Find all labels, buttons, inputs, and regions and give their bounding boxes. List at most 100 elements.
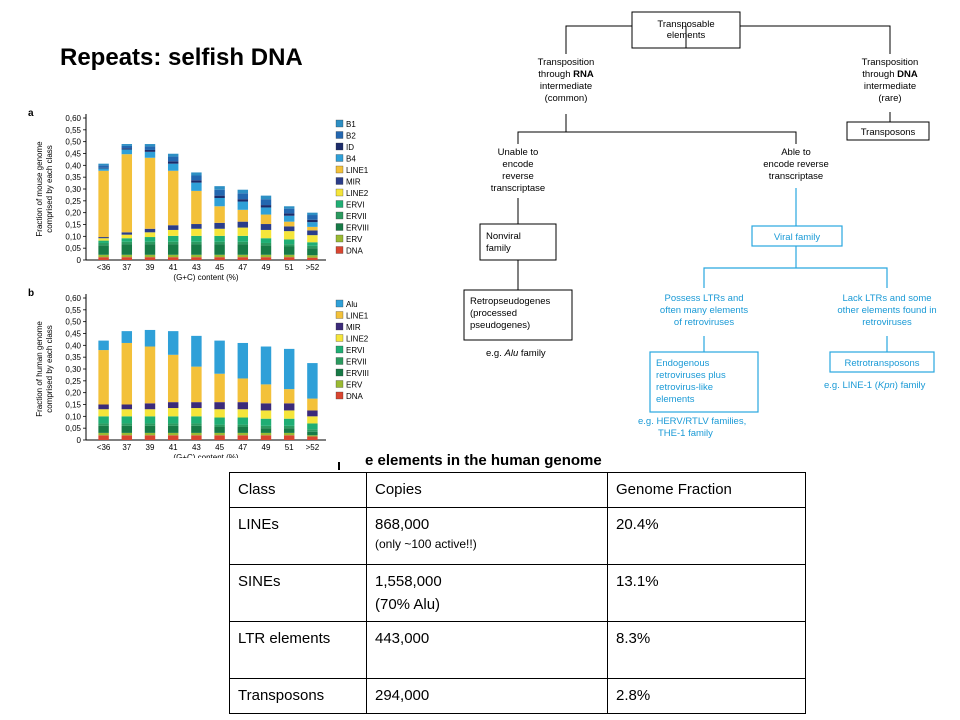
bar-segment-b1 bbox=[214, 186, 225, 190]
bar-segment-erv bbox=[191, 254, 202, 258]
y-tick-label: 0,10 bbox=[65, 412, 81, 421]
bar-segment-erv bbox=[237, 254, 249, 258]
y-tick-label: 0,55 bbox=[65, 306, 81, 315]
bar-segment-mir bbox=[144, 228, 156, 233]
bar-segment-line1 bbox=[283, 221, 295, 227]
x-tick-label: 39 bbox=[146, 263, 155, 272]
y-tick-label: 0,20 bbox=[65, 389, 81, 398]
bar-segment-mir bbox=[307, 230, 318, 236]
bar-segment-b4 bbox=[191, 182, 202, 191]
bar-segment-alu bbox=[144, 329, 156, 347]
bar-segment-alu bbox=[167, 331, 179, 355]
table-row: Transposons 294,000 2.8% bbox=[229, 678, 806, 714]
legend-label: MIR bbox=[346, 178, 361, 187]
bar-segment-b2 bbox=[283, 208, 295, 214]
bar-segment-ervi bbox=[214, 235, 225, 242]
bar-segment-dna bbox=[214, 435, 225, 440]
bar-segment-erviii bbox=[237, 426, 249, 433]
bar-segment-erv bbox=[98, 432, 109, 436]
bar-segment-erviii bbox=[98, 425, 109, 433]
bar-segment-mir bbox=[237, 221, 249, 228]
bar-segment-ervi bbox=[121, 238, 133, 242]
bar-segment-mir bbox=[283, 403, 295, 411]
bar-segment-line1 bbox=[121, 154, 133, 233]
legend-swatch bbox=[335, 200, 344, 208]
bar-segment-ervii bbox=[283, 425, 295, 429]
y-tick-label: 0,55 bbox=[65, 126, 81, 135]
copies-note: (only ~100 active!!) bbox=[375, 537, 477, 551]
bar-segment-dna bbox=[260, 257, 272, 260]
x-tick-label: 41 bbox=[169, 443, 178, 452]
bar-segment-line1 bbox=[98, 170, 109, 238]
bar-segment-line2 bbox=[167, 229, 179, 236]
bar-segment-erv bbox=[98, 254, 109, 258]
bar-segment-b2 bbox=[237, 193, 249, 200]
x-tick-label: 37 bbox=[122, 443, 131, 452]
legend-swatch bbox=[335, 131, 344, 139]
diagram-herv-example: e.g. HERV/RTLV families, THE-1 family bbox=[638, 416, 746, 439]
bar-segment-dna bbox=[214, 257, 225, 260]
bar-segment-line1 bbox=[167, 170, 179, 226]
legend-label: ERVI bbox=[346, 346, 365, 355]
panel-label: b bbox=[28, 288, 34, 299]
x-tick-label: 51 bbox=[285, 443, 294, 452]
y-tick-label: 0,45 bbox=[65, 150, 81, 159]
bar-segment-mir bbox=[307, 410, 318, 417]
x-tick-label: 49 bbox=[262, 443, 271, 452]
y-tick-label: 0,25 bbox=[65, 377, 81, 386]
bar-segment-ervii bbox=[260, 425, 272, 429]
diagram-unable: Unable to encode reverse transcriptase bbox=[491, 147, 545, 194]
bar-segment-mir bbox=[191, 224, 202, 229]
bar-segment-id bbox=[260, 205, 272, 208]
y-tick-label: 0,35 bbox=[65, 353, 81, 362]
bar-segment-line2 bbox=[260, 229, 272, 239]
bar-segment-mir bbox=[214, 222, 225, 229]
diagram-dna-branch: Transposition through DNA intermediate (rar… bbox=[862, 57, 919, 104]
bar-segment-line2 bbox=[98, 238, 109, 241]
bar-segment-erv bbox=[283, 254, 295, 258]
bar-segment-line2 bbox=[283, 231, 295, 240]
bar-segment-b2 bbox=[260, 199, 272, 206]
legend-label: B4 bbox=[346, 155, 356, 164]
bar-segment-mir bbox=[121, 232, 133, 235]
legend-swatch bbox=[335, 391, 344, 400]
y-tick-label: 0,15 bbox=[65, 221, 81, 230]
bar-segment-erv bbox=[260, 432, 272, 436]
bar-segment-line1 bbox=[237, 378, 249, 403]
bar-segment-alu bbox=[283, 348, 295, 390]
bar-segment-id bbox=[237, 199, 249, 202]
legend-label: ERVI bbox=[346, 201, 365, 210]
y-tick-label: 0 bbox=[77, 436, 82, 445]
bar-segment-b1 bbox=[167, 153, 179, 157]
bar-segment-line1 bbox=[307, 398, 318, 411]
bar-segment-ervi bbox=[98, 416, 109, 424]
cell-fraction: 20.4% bbox=[607, 507, 806, 565]
y-tick-label: 0,50 bbox=[65, 138, 81, 147]
bar-segment-line2 bbox=[121, 409, 133, 417]
bar-segment-ervii bbox=[167, 423, 179, 426]
legend-label: LINE1 bbox=[346, 312, 369, 321]
y-tick-label: 0,30 bbox=[65, 365, 81, 374]
bar-segment-dna bbox=[237, 257, 249, 260]
bar-segment-ervi bbox=[260, 238, 272, 243]
diagram-viral: Viral family bbox=[774, 232, 821, 243]
bar-segment-erviii bbox=[98, 245, 109, 255]
legend-swatch bbox=[335, 380, 344, 388]
bar-segment-line2 bbox=[307, 416, 318, 424]
bar-segment-line1 bbox=[191, 190, 202, 225]
legend-swatch bbox=[335, 177, 344, 185]
diagram-transposons: Transposons bbox=[861, 127, 916, 138]
cell-class: LINEs bbox=[229, 507, 367, 565]
x-tick-label: 43 bbox=[192, 263, 201, 272]
bar-segment-erv bbox=[283, 432, 295, 436]
bar-segment-ervii bbox=[144, 241, 156, 245]
bar-segment-mir bbox=[191, 402, 202, 409]
diagram-line1-example: e.g. LINE-1 (Kpn) family bbox=[824, 380, 926, 391]
legend-label: ERV bbox=[346, 381, 363, 390]
bar-segment-line1 bbox=[214, 206, 225, 223]
bar-segment-b4 bbox=[144, 151, 156, 158]
bar-segment-ervii bbox=[191, 241, 202, 245]
copies-value: 1,558,000 bbox=[375, 573, 442, 590]
bar-segment-ervii bbox=[121, 423, 133, 426]
legend-swatch bbox=[335, 345, 344, 354]
